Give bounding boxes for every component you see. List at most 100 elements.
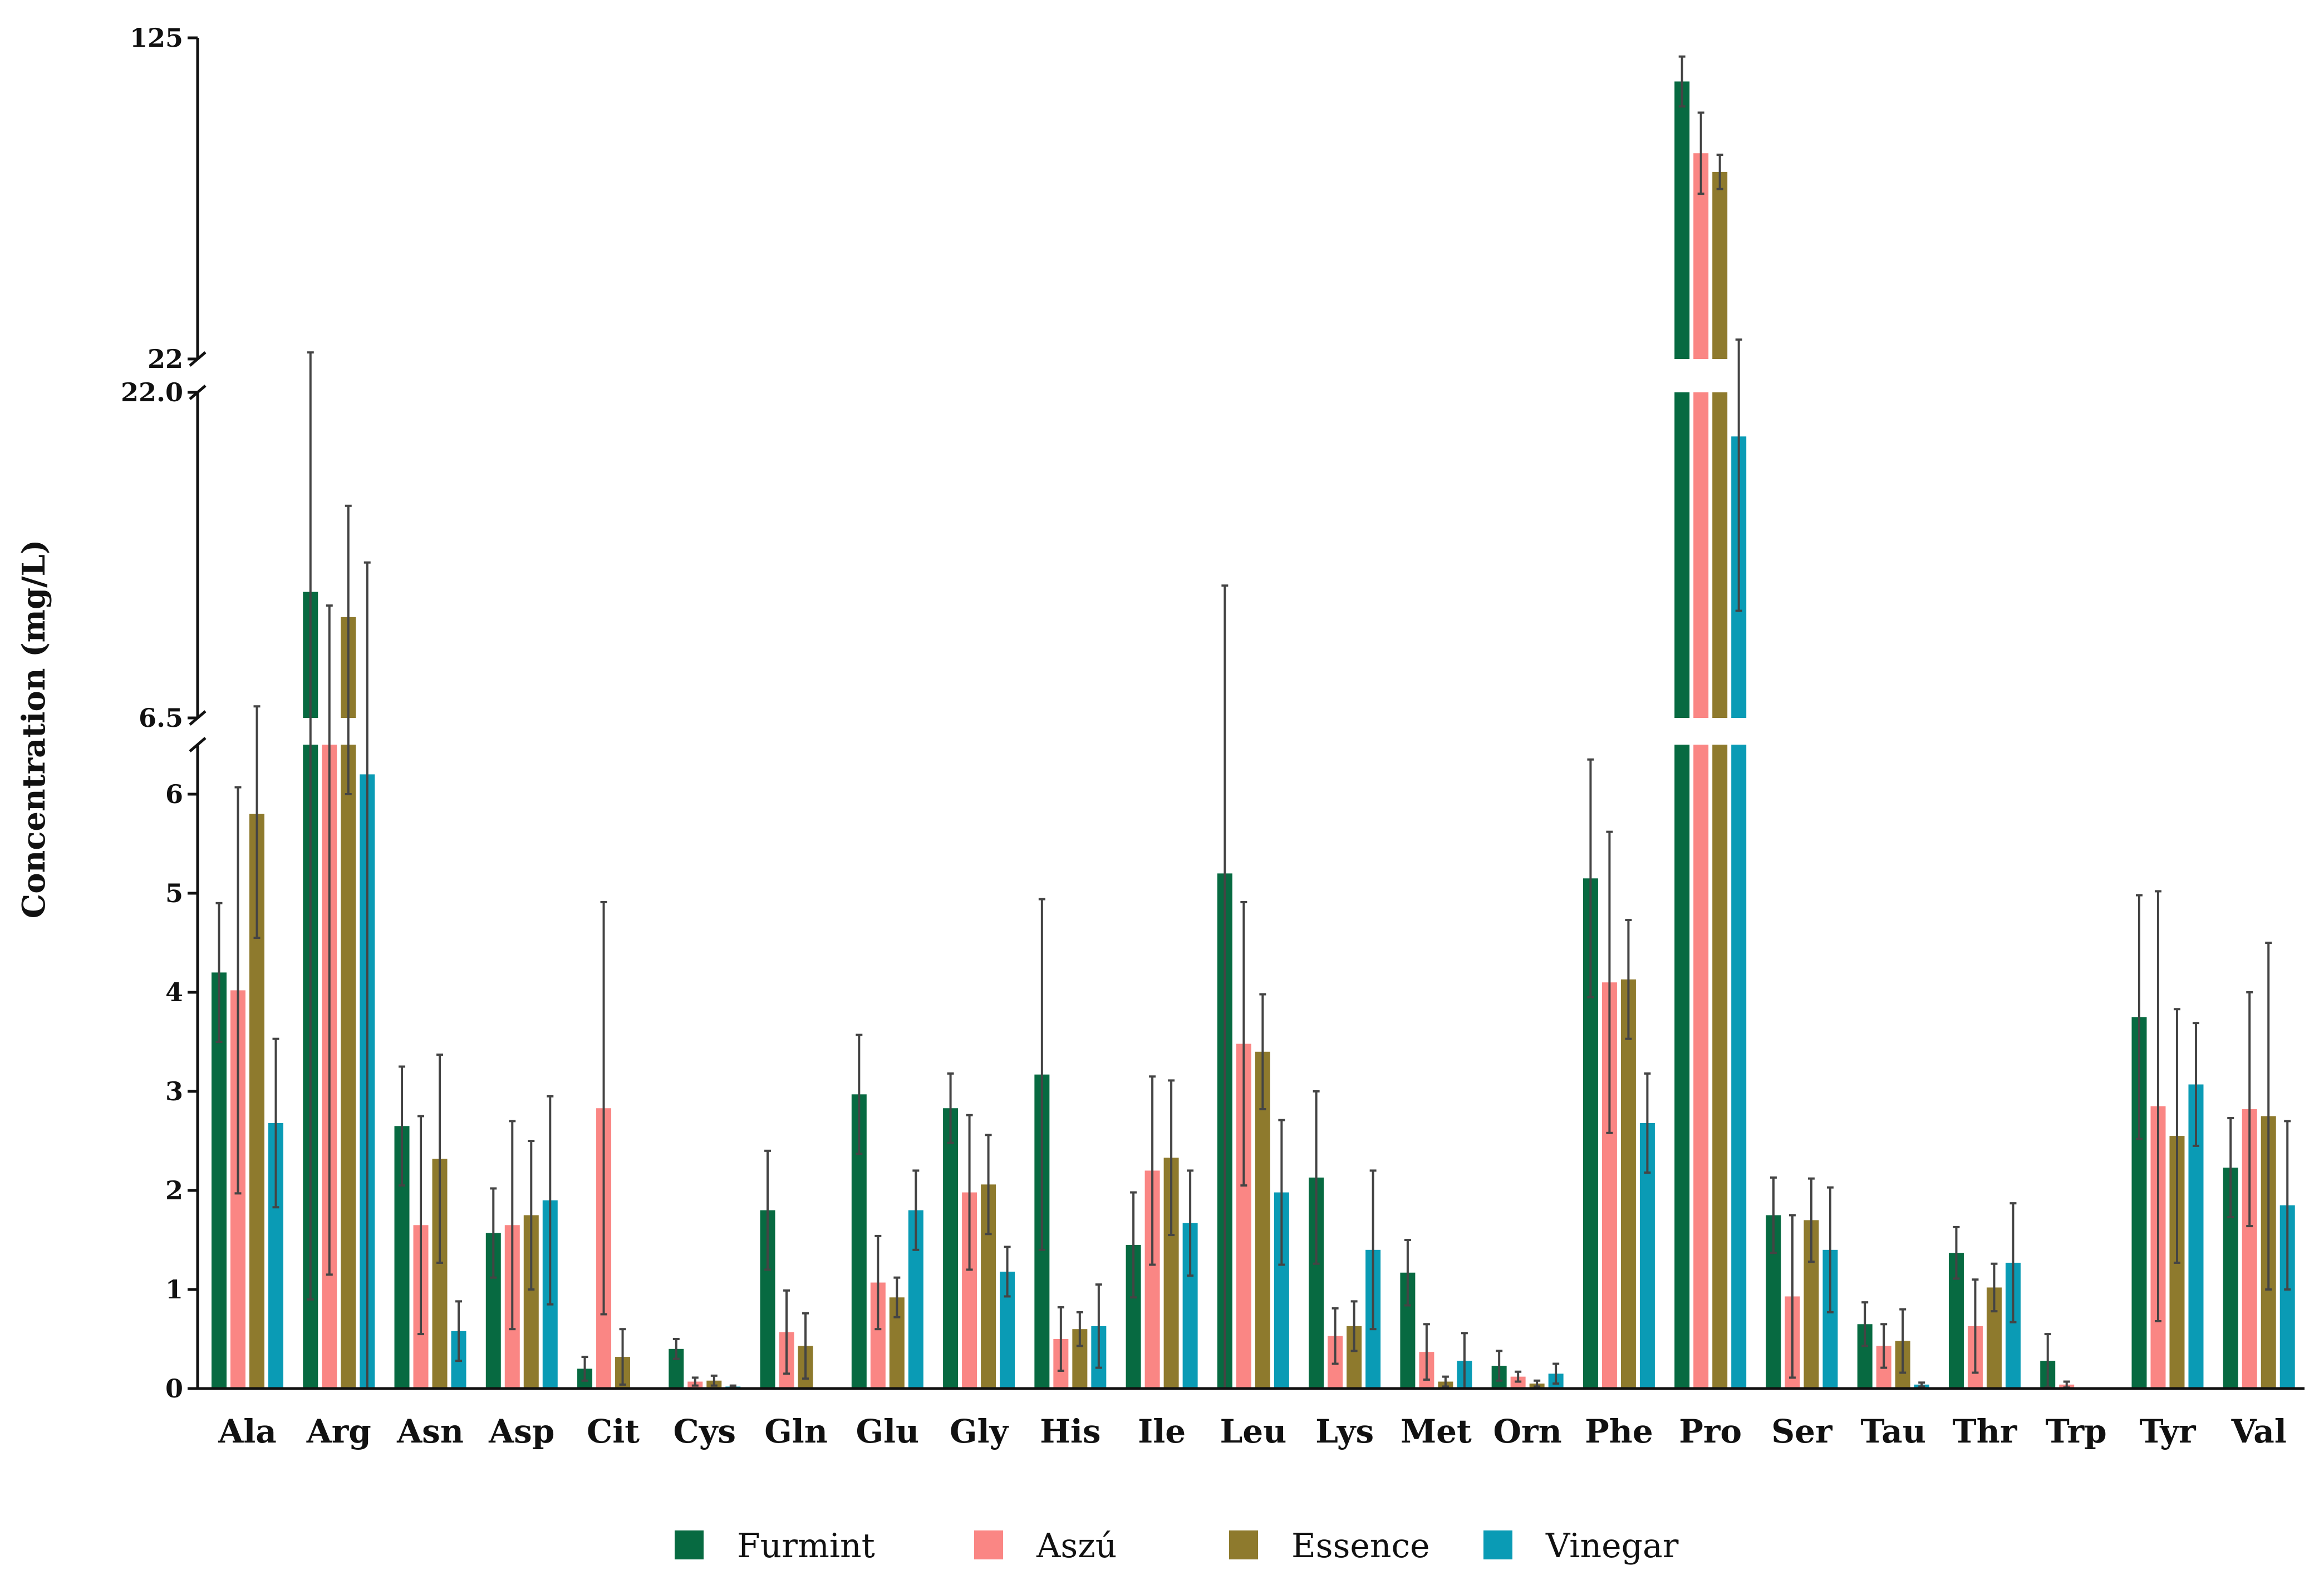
error-bar-vinegar-tau [1918, 1381, 1925, 1388]
error-bar-essence-tau [1899, 1308, 1907, 1374]
error-bar-vinegar-ile [1187, 1169, 1194, 1277]
error-bar-furmint-tyr [2135, 894, 2143, 1140]
error-bar-asz-tau [1880, 1323, 1888, 1369]
y-tick-label: 2 [165, 1175, 183, 1205]
error-bar-furmint-gln [764, 1149, 772, 1271]
error-bar-furmint-gly [947, 1072, 954, 1144]
error-bar-vinegar-tyr [2192, 1022, 2199, 1147]
error-bar-vinegar-phe [1644, 1072, 1651, 1174]
error-bar-essence-val [2265, 942, 2272, 1291]
error-bar-asz-tyr [2154, 890, 2161, 1322]
y-tick-label: 4 [165, 977, 183, 1007]
y-ticks-layer: 0 1 2 3 4 5 6 6.5 22.022 125 [121, 23, 198, 1404]
error-bar-essence-asp [528, 1140, 535, 1291]
bar-essence-pro-seg0 [1712, 745, 1728, 1389]
error-bar-asz-ala [234, 786, 242, 1195]
error-bar-asz-glu [874, 1234, 882, 1331]
legend-swatch [974, 1530, 1003, 1559]
error-bar-furmint-tau [1861, 1301, 1869, 1347]
error-bar-furmint-val [2227, 1117, 2234, 1219]
y-tick-label: 22.0 [121, 377, 183, 407]
y-tick-label: 5 [165, 878, 183, 908]
y-axis-break-mark [189, 737, 207, 752]
bar-essence-pro-seg1 [1712, 392, 1728, 718]
error-bar-furmint-ser [1770, 1176, 1777, 1254]
error-bar-asz-thr [1972, 1278, 1979, 1374]
error-bar-furmint-arg [307, 351, 314, 1301]
error-bar-essence-cit [619, 1328, 626, 1386]
error-bar-essence-thr [1991, 1262, 1998, 1313]
x-tick-label-his: His [1040, 1412, 1101, 1450]
legend: Furmint Aszú Essence Vinegar [675, 1527, 1679, 1566]
error-bar-furmint-cit [581, 1356, 588, 1382]
error-bar-furmint-ile [1130, 1191, 1137, 1299]
error-bar-furmint-thr [1953, 1225, 1960, 1280]
x-tick-label-cys: Cys [674, 1412, 736, 1450]
error-bar-essence-phe [1625, 919, 1632, 1040]
error-bar-asz-gly [966, 1114, 973, 1271]
legend-label: Vinegar [1545, 1527, 1679, 1566]
legend-swatch [1483, 1530, 1512, 1559]
error-bar-asz-phe [1606, 830, 1613, 1134]
y-tick-label: 0 [165, 1374, 183, 1404]
bars-layer [212, 81, 2295, 1389]
x-tick-label-ser: Ser [1771, 1412, 1833, 1450]
bar-asz-pro-seg1 [1693, 392, 1709, 718]
x-tick-label-lys: Lys [1315, 1412, 1374, 1450]
y-tick-label: 6.5 [139, 703, 183, 733]
x-tick-label-phe: Phe [1585, 1412, 1653, 1450]
error-bar-asz-asn [417, 1115, 425, 1336]
legend-item-furmint: Furmint [675, 1527, 875, 1566]
bar-essence-arg-seg0 [341, 745, 356, 1389]
error-bar-furmint-cys [672, 1338, 680, 1360]
error-bar-vinegar-pro [1735, 338, 1742, 612]
error-bar-vinegar-val [2284, 1120, 2291, 1291]
error-bar-asz-arg [326, 604, 333, 1276]
error-bar-vinegar-gly [1004, 1246, 1011, 1298]
bar-furmint-pro-seg1 [1674, 392, 1690, 718]
bar-vinegar-pro-seg0 [1731, 745, 1747, 1389]
legend-label: Furmint [737, 1527, 875, 1566]
x-tick-label-cit: Cit [587, 1412, 640, 1450]
error-bar-furmint-his [1038, 898, 1045, 1251]
x-tick-label-gln: Gln [764, 1412, 828, 1450]
error-bar-furmint-pro [1678, 55, 1686, 108]
error-bar-asz-ile [1149, 1075, 1156, 1266]
legend-swatch [675, 1530, 704, 1559]
error-bar-vinegar-thr [2009, 1202, 2017, 1323]
error-bar-essence-ala [253, 705, 261, 939]
error-bars-layer [215, 55, 2291, 1390]
error-bar-vinegar-leu [1278, 1119, 1285, 1266]
error-bar-asz-asp [509, 1120, 516, 1331]
x-tick-label-pro: Pro [1679, 1412, 1742, 1450]
x-tick-label-glu: Glu [856, 1412, 919, 1450]
error-bar-furmint-met [1404, 1239, 1411, 1307]
error-bar-vinegar-orn [1552, 1362, 1560, 1385]
error-bar-essence-gly [985, 1134, 992, 1235]
legend-label: Essence [1291, 1527, 1430, 1566]
y-tick-label: 1 [165, 1274, 183, 1305]
x-tick-label-thr: Thr [1953, 1412, 2018, 1450]
error-bar-vinegar-glu [912, 1169, 920, 1251]
error-bar-essence-tyr [2173, 1008, 2180, 1264]
error-bar-asz-cys [691, 1376, 699, 1387]
error-bar-essence-ile [1168, 1079, 1175, 1237]
error-bar-asz-gln [783, 1289, 790, 1375]
error-bar-essence-glu [893, 1276, 901, 1318]
error-bar-asz-met [1423, 1323, 1430, 1381]
error-bar-vinegar-ala [272, 1037, 279, 1209]
legend-item-essence: Essence [1229, 1527, 1430, 1566]
error-bar-vinegar-asp [547, 1095, 554, 1306]
x-tick-label-asp: Asp [488, 1412, 554, 1450]
legend-swatch [1229, 1530, 1258, 1559]
bar-essence-phe-seg0 [1620, 979, 1636, 1389]
x-tick-label-leu: Leu [1220, 1412, 1286, 1450]
error-bar-essence-orn [1534, 1379, 1541, 1388]
x-tick-label-tau: Tau [1861, 1412, 1926, 1450]
x-tick-label-ile: Ile [1138, 1412, 1186, 1450]
error-bar-essence-arg [345, 504, 352, 795]
x-tick-label-gly: Gly [950, 1412, 1010, 1450]
error-bar-furmint-phe [1587, 758, 1594, 998]
